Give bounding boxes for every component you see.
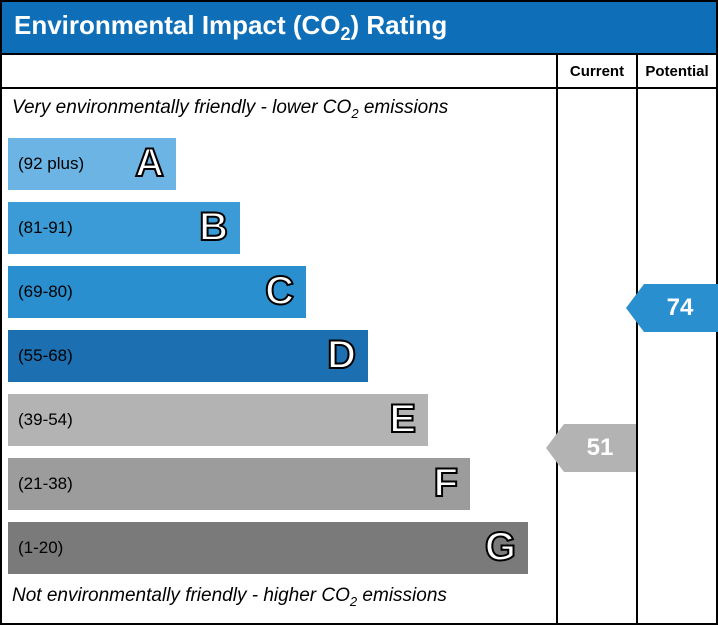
band-row-e: (39-54) E: [8, 391, 556, 449]
current-column: 51: [556, 89, 636, 623]
band-row-g: (1-20) G: [8, 519, 556, 577]
band-row-d: (55-68) D: [8, 327, 556, 385]
band-bar-g: (1-20) G: [8, 522, 528, 574]
band-range: (69-80): [8, 282, 73, 302]
note-top: Very environmentally friendly - lower CO…: [8, 95, 556, 129]
rating-chart: Environmental Impact (CO2) Rating Curren…: [0, 0, 718, 625]
band-letter: D: [327, 333, 356, 378]
header-potential: Potential: [636, 55, 716, 87]
band-range: (81-91): [8, 218, 73, 238]
header-current: Current: [556, 55, 636, 87]
band-bar-d: (55-68) D: [8, 330, 368, 382]
band-row-b: (81-91) B: [8, 199, 556, 257]
note-bottom: Not environmentally friendly - higher CO…: [8, 583, 556, 617]
band-row-f: (21-38) F: [8, 455, 556, 513]
band-letter: F: [434, 461, 458, 506]
band-bar-e: (39-54) E: [8, 394, 428, 446]
band-row-c: (69-80) C: [8, 263, 556, 321]
chart-body: Very environmentally friendly - lower CO…: [2, 89, 716, 623]
band-row-a: (92 plus) A: [8, 135, 556, 193]
bands-area: Very environmentally friendly - lower CO…: [2, 89, 556, 623]
potential-pointer: 74: [644, 284, 716, 332]
current-pointer: 51: [564, 424, 636, 472]
band-letter: B: [199, 205, 228, 250]
header-row: Current Potential: [2, 55, 716, 89]
band-letter: E: [389, 397, 416, 442]
band-range: (92 plus): [8, 154, 84, 174]
band-bar-f: (21-38) F: [8, 458, 470, 510]
band-range: (39-54): [8, 410, 73, 430]
band-letter: C: [265, 269, 294, 314]
band-range: (1-20): [8, 538, 63, 558]
band-bar-b: (81-91) B: [8, 202, 240, 254]
band-range: (55-68): [8, 346, 73, 366]
potential-column: 74: [636, 89, 716, 623]
band-letter: G: [485, 525, 516, 570]
band-range: (21-38): [8, 474, 73, 494]
band-letter: A: [135, 141, 164, 186]
band-bar-a: (92 plus) A: [8, 138, 176, 190]
chart-title: Environmental Impact (CO2) Rating: [2, 2, 716, 55]
band-bar-c: (69-80) C: [8, 266, 306, 318]
